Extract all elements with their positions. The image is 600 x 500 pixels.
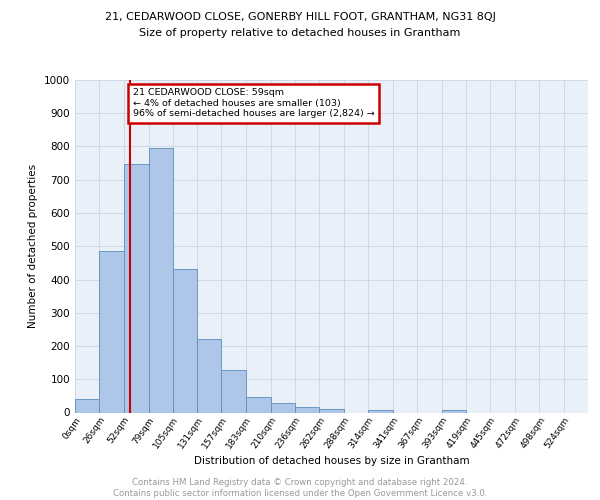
Bar (124, 164, 149, 412)
Bar (245, 396, 271, 412)
Bar (271, 402, 295, 412)
Text: Contains HM Land Registry data © Crown copyright and database right 2024.
Contai: Contains HM Land Registry data © Crown c… (113, 478, 487, 498)
X-axis label: Distribution of detached houses by size in Grantham: Distribution of detached houses by size … (194, 456, 469, 466)
Text: 21 CEDARWOOD CLOSE: 59sqm
← 4% of detached houses are smaller (103)
96% of semi-: 21 CEDARWOOD CLOSE: 59sqm ← 4% of detach… (133, 88, 374, 118)
Bar (149, 148, 173, 412)
Bar (221, 370, 245, 412)
Bar (173, 269, 197, 412)
Bar (75, 398, 99, 412)
Bar (197, 338, 221, 412)
Text: 21, CEDARWOOD CLOSE, GONERBY HILL FOOT, GRANTHAM, NG31 8QJ: 21, CEDARWOOD CLOSE, GONERBY HILL FOOT, … (104, 12, 496, 22)
Text: Size of property relative to detached houses in Grantham: Size of property relative to detached ho… (139, 28, 461, 38)
Bar (99, 251, 124, 412)
Bar (295, 406, 319, 412)
Y-axis label: Number of detached properties: Number of detached properties (28, 164, 38, 328)
Bar (319, 409, 344, 412)
Bar (442, 410, 466, 412)
Bar (368, 410, 393, 412)
